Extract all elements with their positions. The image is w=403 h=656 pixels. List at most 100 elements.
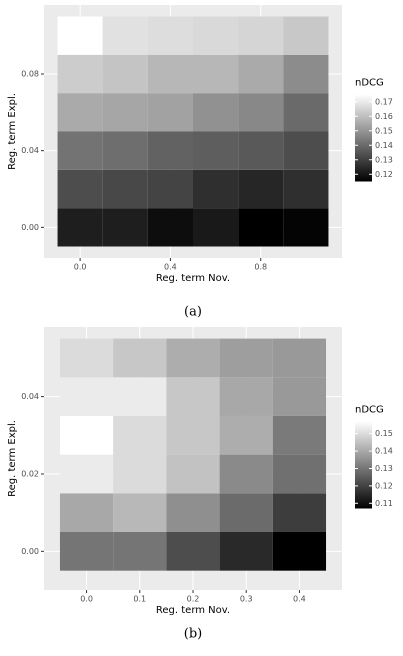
tile: [283, 16, 329, 55]
tile: [166, 454, 220, 494]
tile: [147, 169, 193, 209]
tile: [272, 531, 327, 571]
tile: [57, 169, 103, 209]
tile: [283, 131, 329, 170]
x-tick-label: 0.3: [240, 595, 253, 604]
x-tick-label: 0.8: [254, 263, 267, 272]
tile: [219, 531, 273, 571]
tile: [57, 208, 103, 247]
tile: [102, 16, 148, 55]
tile: [59, 493, 114, 532]
tile: [59, 377, 114, 416]
tile: [283, 54, 329, 94]
colorbar-label: 0.14: [375, 447, 393, 456]
tile: [219, 454, 273, 494]
x-tick-label: 0.1: [133, 595, 146, 604]
tile: [166, 493, 220, 532]
tile: [59, 338, 114, 378]
y-tick-label: 0.04: [21, 146, 39, 155]
tile: [193, 54, 239, 94]
y-axis-label: Reg. term Expl.: [7, 420, 18, 497]
caption: (b): [184, 627, 202, 642]
tile: [193, 93, 239, 132]
x-tick-label: 0.0: [74, 263, 87, 272]
tile: [147, 54, 193, 94]
tile: [219, 415, 273, 455]
y-tick-label: 0.00: [21, 547, 39, 556]
tile: [238, 169, 284, 209]
tile: [219, 493, 273, 532]
x-tick-label: 0.4: [293, 595, 306, 604]
tile: [283, 169, 329, 209]
colorbar-label: 0.13: [375, 155, 393, 164]
tile: [113, 377, 167, 416]
tile: [59, 415, 114, 455]
tile: [166, 531, 220, 571]
tile: [147, 208, 193, 247]
tile: [193, 131, 239, 170]
tile: [59, 454, 114, 494]
tile: [113, 531, 167, 571]
x-axis-label: Reg. term Nov.: [156, 273, 230, 284]
tile: [102, 169, 148, 209]
x-tick-label: 0.2: [187, 595, 200, 604]
colorbar: [355, 94, 372, 182]
tile: [59, 531, 114, 571]
y-tick-label: 0.00: [21, 223, 39, 232]
colorbar-label: 0.12: [375, 170, 393, 179]
tile: [147, 93, 193, 132]
x-axis-label: Reg. term Nov.: [156, 605, 230, 616]
colorbar-label: 0.12: [375, 481, 393, 490]
tile: [283, 208, 329, 247]
colorbar-label: 0.13: [375, 464, 393, 473]
tile: [272, 377, 327, 416]
tile: [57, 16, 103, 55]
tile: [102, 93, 148, 132]
tile: [166, 377, 220, 416]
tile: [102, 131, 148, 170]
caption: (a): [184, 305, 202, 320]
tile: [193, 169, 239, 209]
y-axis-label: Reg. term Expl.: [7, 93, 18, 170]
tile: [57, 54, 103, 94]
colorbar-label: 0.16: [375, 112, 393, 121]
tile: [113, 493, 167, 532]
y-tick-label: 0.08: [21, 70, 39, 79]
tile: [57, 93, 103, 132]
tile: [147, 131, 193, 170]
tile: [238, 16, 284, 55]
tile: [272, 493, 327, 532]
colorbar-label: 0.17: [375, 97, 393, 106]
tile: [113, 415, 167, 455]
tile: [57, 131, 103, 170]
tile: [219, 377, 273, 416]
tile: [102, 54, 148, 94]
tile: [283, 93, 329, 132]
tile: [113, 454, 167, 494]
x-tick-label: 0.0: [80, 595, 93, 604]
tile: [147, 16, 193, 55]
colorbar: [355, 421, 372, 509]
tile: [238, 131, 284, 170]
tile: [272, 415, 327, 455]
tile: [113, 338, 167, 378]
colorbar-label: 0.14: [375, 141, 393, 150]
tile: [166, 415, 220, 455]
tile: [219, 338, 273, 378]
tile: [238, 93, 284, 132]
y-tick-label: 0.04: [21, 392, 39, 401]
tile: [193, 16, 239, 55]
tile: [238, 208, 284, 247]
colorbar-label: 0.11: [375, 499, 393, 508]
tile: [238, 54, 284, 94]
colorbar-label: 0.15: [375, 126, 393, 135]
tile: [193, 208, 239, 247]
tile: [166, 338, 220, 378]
legend-title: nDCG: [355, 78, 384, 89]
tile: [272, 454, 327, 494]
y-tick-label: 0.02: [21, 469, 39, 478]
legend-title: nDCG: [355, 405, 384, 416]
tile: [102, 208, 148, 247]
